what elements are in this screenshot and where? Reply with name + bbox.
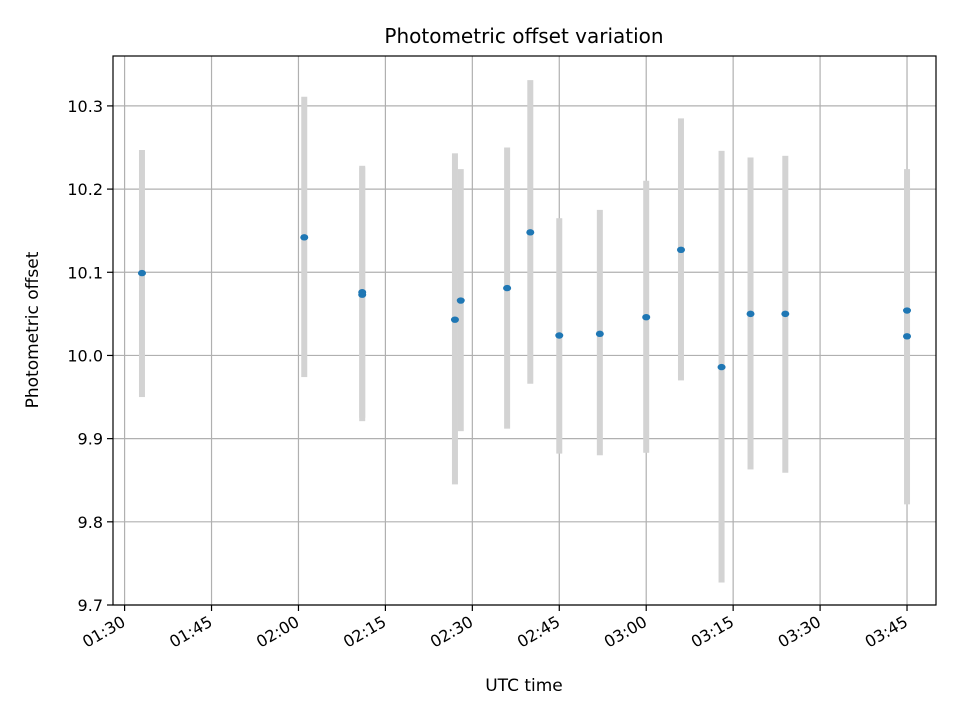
data-point-7 [526,229,535,236]
data-point-14 [781,310,790,318]
x-tick-label-9: 03:45 [862,612,911,652]
data-point-8 [555,332,564,339]
y-tick-label-4: 10.1 [67,263,103,282]
x-axis-label: UTC time [485,676,563,696]
data-point-16 [903,307,912,314]
data-point-0 [137,269,146,277]
data-point-6 [503,284,512,292]
x-tick-label-3: 02:15 [340,612,389,652]
x-tick-label-2: 02:00 [253,612,302,652]
y-axis-ticks: 9.7 9.8 9.9 10.0 10.1 10.2 10.3 [67,97,113,615]
x-tick-label-5: 02:45 [514,612,563,652]
data-point-13 [746,310,755,318]
y-axis-label: Photometric offset [23,251,43,408]
x-tick-label-4: 02:30 [427,612,476,652]
y-tick-label-1: 9.8 [78,513,103,532]
x-tick-label-6: 03:00 [601,612,650,652]
data-point-3 [358,289,367,296]
data-point-4 [450,316,459,323]
data-point-1 [300,234,309,241]
y-tick-label-3: 10.0 [67,346,103,365]
data-point-10 [642,313,651,321]
y-tick-label-2: 9.9 [78,430,103,449]
plot-frame [112,55,937,606]
data-point-12 [717,363,726,371]
data-point-15 [903,333,912,340]
data-point-11 [676,246,685,254]
x-tick-label-8: 03:30 [775,612,824,652]
y-tick-label-0: 9.7 [78,596,103,615]
chart-title: Photometric offset variation [384,24,663,48]
x-tick-label-1: 01:45 [166,612,215,652]
error-bars [138,80,911,583]
data-point-5 [456,297,465,304]
data-point-9 [595,330,604,338]
x-tick-label-7: 03:15 [688,612,737,652]
x-axis-ticks: 01:30 01:45 02:00 02:15 02:30 02:45 03:00 03:15… [79,605,911,652]
grid-lines [113,56,936,606]
x-tick-label-0: 01:30 [79,612,128,652]
data-points [137,229,912,371]
y-tick-label-6: 10.3 [67,97,103,116]
y-tick-label-5: 10.2 [67,180,103,199]
